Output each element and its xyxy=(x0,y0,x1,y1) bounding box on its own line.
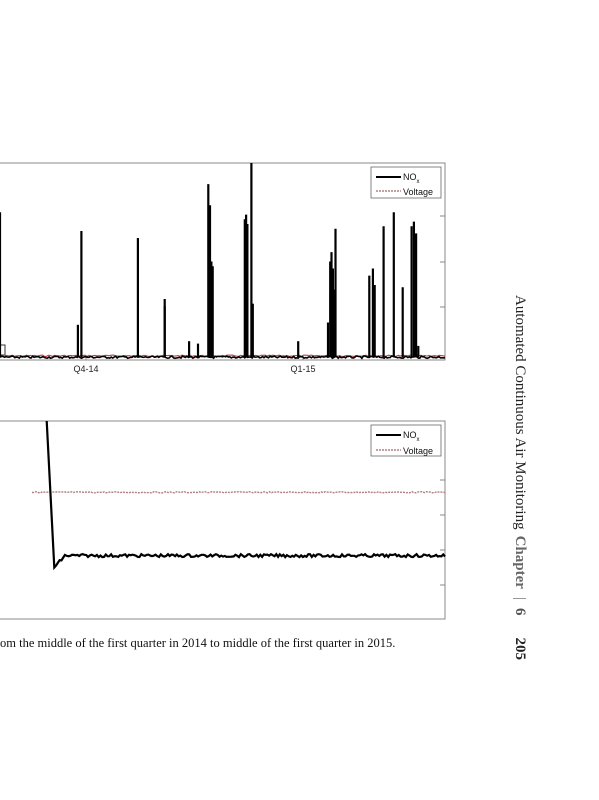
x-tick-label: Q1-15 xyxy=(290,364,315,374)
x-tick-label: Q4-14 xyxy=(73,364,98,374)
running-head-separator: | xyxy=(512,596,528,600)
chart-bottom-right-ticks xyxy=(440,479,445,586)
chart-bottom-frame xyxy=(0,420,446,620)
chart-top: Q4-14 Q1-15 NOx Voltage xyxy=(0,162,446,374)
nox-baseline xyxy=(0,354,446,360)
legend-nox-label: NOx xyxy=(403,430,420,443)
running-head: Automated Continuous Air Monitoring Chapt… xyxy=(511,295,528,660)
page-number: 205 xyxy=(512,637,528,660)
running-head-chapter-label: Chapter xyxy=(512,535,528,589)
legend-voltage-label: Voltage xyxy=(403,446,433,456)
legend-nox-label: NOx xyxy=(403,172,420,185)
figure-caption: om the middle of the first quarter in 20… xyxy=(0,636,396,650)
nox-line xyxy=(45,420,446,571)
chart-top-nox-series xyxy=(0,163,446,360)
chart-bottom: NOx Voltage xyxy=(0,420,446,620)
chart-bottom-voltage-series xyxy=(31,490,446,494)
chart-top-legend: NOx Voltage xyxy=(370,166,442,199)
chart-bottom-legend: NOx Voltage xyxy=(370,424,442,457)
voltage-line xyxy=(31,490,446,494)
running-head-title: Automated Continuous Air Monitoring xyxy=(512,295,528,530)
chart-top-right-ticks xyxy=(85,215,445,360)
chart-top-marker-box xyxy=(0,344,6,356)
running-head-chapter-number: 6 xyxy=(512,607,528,616)
chart-bottom-nox-series xyxy=(45,420,446,571)
legend-voltage-label: Voltage xyxy=(403,187,433,197)
